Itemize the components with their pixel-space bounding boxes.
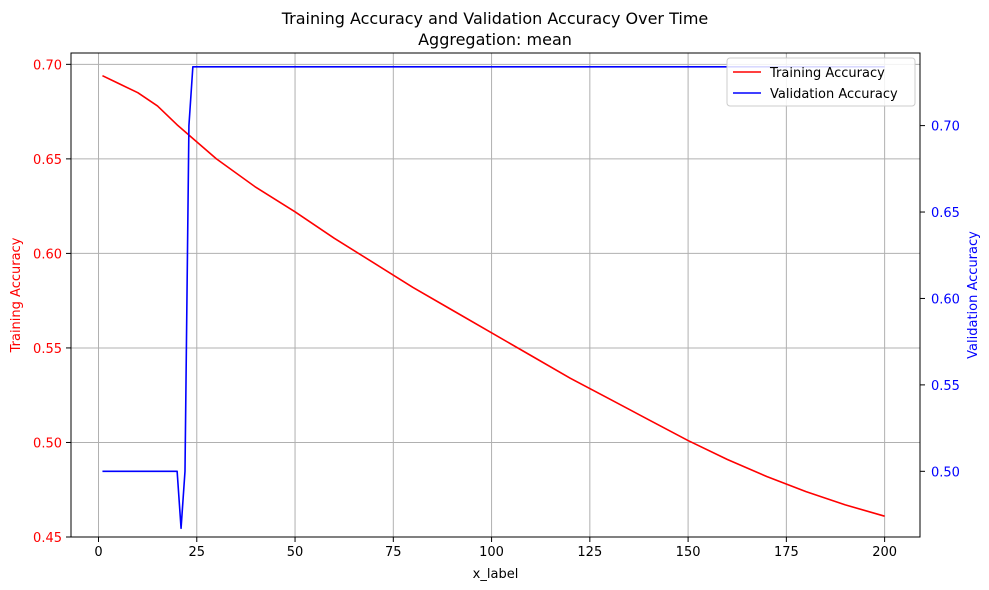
grid [71, 53, 920, 538]
x-axis-ticks: 0 25 50 75 100 125 150 175 200 [94, 537, 897, 560]
x-tick-label: 125 [577, 545, 602, 560]
x-tick-label: 25 [189, 545, 206, 560]
right-y-tick-label: 0.55 [931, 379, 960, 394]
legend-box [726, 57, 916, 107]
left-y-axis-label: Training Accuracy [9, 237, 24, 353]
x-tick-label: 150 [676, 545, 701, 560]
x-axis-label: x_label [473, 567, 519, 582]
series-line-1 [102, 74, 885, 517]
x-tick-label: 75 [385, 545, 402, 560]
left-y-tick-label: 0.45 [33, 531, 62, 546]
left-y-tick-label: 0.65 [33, 153, 62, 168]
right-y-axis-label: Validation Accuracy [966, 231, 981, 359]
left-y-tick-label: 0.50 [33, 436, 62, 451]
right-y-tick-label: 0.65 [931, 206, 960, 221]
left-y-axis-ticks: 0.45 0.50 0.55 0.60 0.65 0.70 [33, 58, 71, 546]
right-y-tick-label: 0.50 [931, 465, 960, 480]
x-tick-label: 100 [479, 545, 504, 560]
plot-lines [102, 66, 885, 530]
chart-subtitle: Aggregation: mean [418, 30, 572, 49]
left-y-tick-label: 0.60 [33, 247, 62, 262]
x-tick-label: 200 [872, 545, 897, 560]
legend-label: Training Accuracy [769, 66, 885, 81]
right-y-axis-ticks: 0.50 0.55 0.60 0.65 0.70 [920, 120, 960, 480]
series-line-2 [102, 66, 885, 530]
chart-title: Training Accuracy and Validation Accurac… [281, 9, 709, 28]
legend-label: Validation Accuracy [770, 87, 898, 102]
plot-frame [70, 52, 921, 538]
legend: Training Accuracy Validation Accuracy [726, 57, 916, 107]
right-y-tick-label: 0.70 [931, 120, 960, 135]
right-y-tick-label: 0.60 [931, 292, 960, 307]
left-y-tick-label: 0.55 [33, 342, 62, 357]
x-tick-label: 175 [774, 545, 799, 560]
x-tick-label: 50 [287, 545, 304, 560]
left-y-tick-label: 0.70 [33, 58, 62, 73]
x-tick-label: 0 [94, 545, 102, 560]
